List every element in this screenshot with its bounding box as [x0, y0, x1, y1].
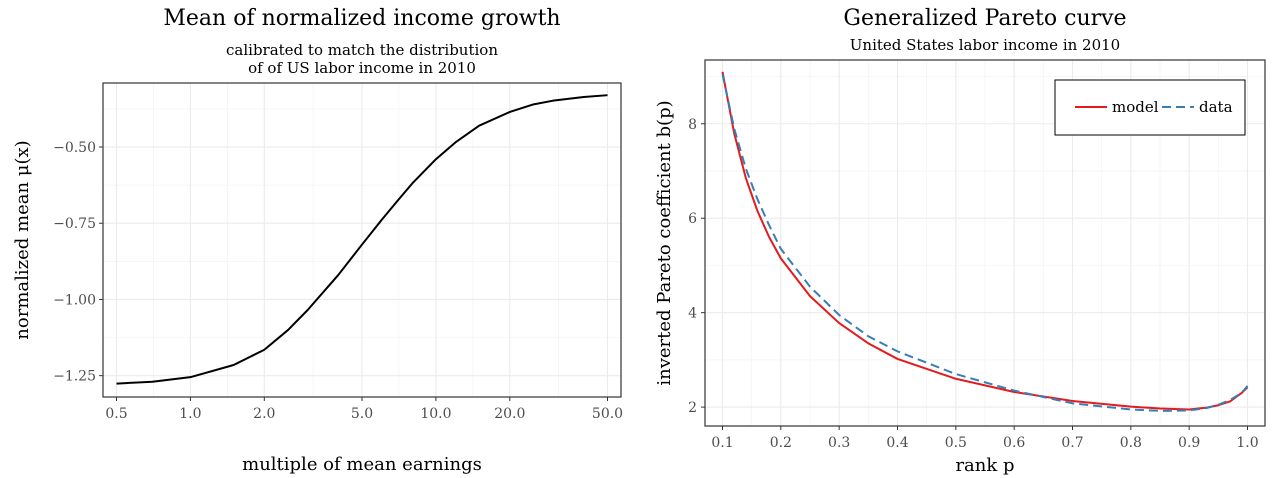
x-tick-label: 0.6 [1003, 435, 1025, 451]
y-axis: −1.25 −1.00 −0.75 −0.50 [53, 140, 103, 385]
series-layer [116, 94, 608, 385]
x-tick-label: 0.9 [1178, 435, 1200, 451]
x-axis-label: rank p [955, 455, 1014, 476]
y-tick-label: 6 [688, 211, 697, 227]
x-tick-label: 0.2 [770, 435, 792, 451]
x-tick-label: 0.8 [1120, 435, 1142, 451]
legend-label-data: data [1199, 98, 1233, 116]
x-tick-label: 20.0 [494, 406, 525, 422]
plot-panel [704, 59, 1266, 427]
grid [103, 83, 621, 397]
y-tick-label: 2 [688, 400, 697, 416]
y-axis-label: normalized mean μ(x) [12, 140, 33, 339]
x-tick-label: 0.1 [711, 435, 733, 451]
y-tick-label: −1.25 [53, 369, 96, 385]
x-axis: 0.5 1.0 2.0 5.0 10.0 20.0 50.0 [105, 397, 623, 422]
y-tick-label: −0.75 [53, 216, 96, 232]
x-tick-label: 0.3 [828, 435, 850, 451]
y-axis-label: inverted Pareto coefficient b(p) [654, 100, 675, 385]
series-line [116, 94, 608, 385]
x-tick-label: 0.7 [1061, 435, 1083, 451]
x-tick-label: 1.0 [1236, 435, 1258, 451]
chart-subtitle-line-2: of of US labor income in 2010 [248, 59, 476, 77]
y-tick-label: 4 [688, 306, 697, 322]
left-chart: Mean of normalized income growth calibra… [12, 6, 623, 475]
y-tick-label: −0.50 [53, 140, 96, 156]
series-layer [721, 71, 1249, 412]
x-tick-label: 10.0 [420, 406, 451, 422]
x-tick-label: 0.4 [886, 435, 908, 451]
x-tick-label: 2.0 [253, 406, 275, 422]
right-chart: Generalized Pareto curve United States l… [654, 6, 1266, 476]
y-tick-label: 8 [688, 117, 697, 133]
x-tick-label: 0.5 [945, 435, 967, 451]
x-tick-label: 50.0 [592, 406, 623, 422]
x-axis-label: multiple of mean earnings [242, 454, 482, 475]
chart-title: Mean of normalized income growth [163, 6, 560, 31]
y-tick-label: −1.00 [53, 292, 96, 308]
chart-subtitle-line-1: United States labor income in 2010 [850, 36, 1120, 54]
legend: model data [1054, 79, 1246, 136]
x-tick-label: 5.0 [351, 406, 373, 422]
x-tick-label: 1.0 [179, 406, 201, 422]
chart-subtitle-line-1: calibrated to match the distribution [226, 41, 498, 59]
x-tick-label: 0.5 [105, 406, 127, 422]
x-axis: 0.1 0.2 0.3 0.4 0.5 0.6 0.7 0.8 0.9 1.0 [711, 426, 1259, 451]
series-line-model [721, 71, 1249, 411]
legend-label-model: model [1112, 98, 1159, 116]
chart-title: Generalized Pareto curve [843, 6, 1126, 31]
y-axis: 2 4 6 8 [688, 117, 705, 416]
